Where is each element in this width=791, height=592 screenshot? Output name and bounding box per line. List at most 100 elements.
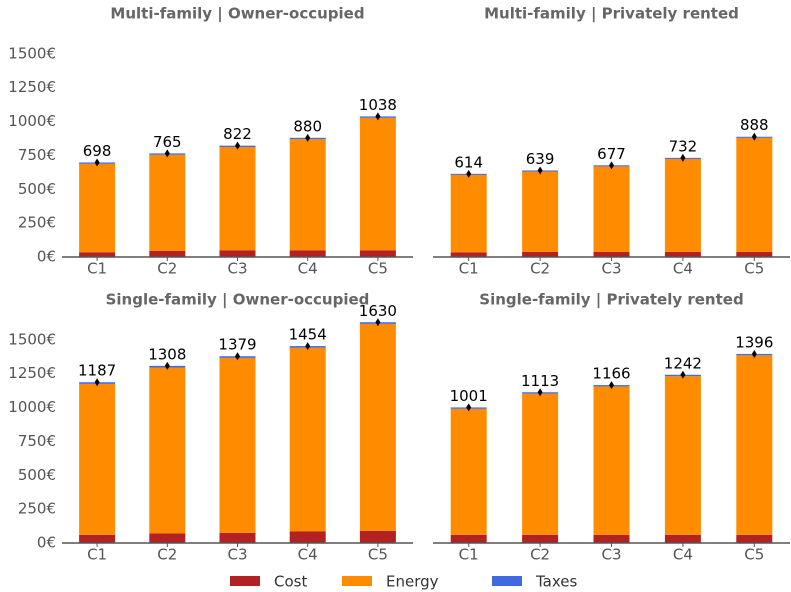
bar-segment	[289, 250, 326, 257]
total-label: 1242	[664, 354, 702, 372]
x-tick-label: C3	[227, 546, 247, 564]
total-marker	[466, 403, 472, 412]
x-tick-label: C3	[227, 260, 247, 278]
x-tick-label: C1	[459, 260, 479, 278]
bar-segment	[593, 166, 630, 252]
chart-title: Single-family | Privately rented	[479, 291, 743, 310]
total-label: 1113	[521, 372, 559, 390]
bar-segment	[522, 393, 559, 535]
x-tick-label: C5	[368, 546, 388, 564]
total-marker	[609, 381, 614, 390]
bar-segment	[664, 158, 701, 252]
bar-segment	[593, 251, 630, 257]
total-marker	[537, 388, 543, 397]
bar-segment	[219, 147, 256, 251]
bar-segment	[736, 137, 773, 252]
bar-segment	[359, 530, 396, 543]
bar-segment	[664, 251, 701, 257]
total-label: 888	[740, 116, 769, 134]
y-tick-label: 0€	[37, 534, 56, 552]
bar-segment	[289, 347, 326, 532]
total-label: 880	[293, 117, 322, 135]
x-tick-label: C4	[673, 546, 693, 564]
bar-segment	[79, 163, 116, 253]
total-label: 639	[526, 150, 555, 168]
y-tick-label: 250€	[18, 500, 56, 518]
bar-segment	[79, 534, 116, 543]
total-marker	[235, 352, 240, 361]
x-tick-label: C4	[673, 260, 693, 278]
total-marker	[751, 132, 757, 141]
bar-segment	[450, 534, 487, 543]
x-tick-label: C2	[157, 546, 177, 564]
bar-segment	[664, 534, 701, 543]
bar-segment	[149, 250, 186, 257]
bar-segment	[219, 532, 256, 543]
y-tick-label: 250€	[18, 214, 56, 232]
total-marker	[164, 149, 170, 158]
total-marker	[164, 361, 170, 370]
x-tick-label: C2	[530, 546, 550, 564]
total-marker	[94, 158, 100, 167]
y-tick-label: 1000€	[8, 398, 56, 416]
total-marker	[375, 318, 381, 327]
bar-segment	[736, 534, 773, 543]
y-tick-label: 1500€	[8, 330, 56, 348]
total-label: 698	[83, 142, 112, 160]
total-label: 1379	[218, 336, 256, 354]
total-marker	[375, 112, 381, 121]
total-label: 614	[454, 153, 483, 171]
bar-segment	[149, 367, 186, 534]
x-tick-label: C1	[87, 260, 107, 278]
total-marker	[680, 370, 686, 379]
total-marker	[305, 133, 311, 142]
bar-segment	[736, 355, 773, 535]
bar-segment	[79, 383, 116, 535]
total-label: 765	[153, 133, 182, 151]
y-tick-label: 1000€	[8, 112, 56, 130]
bar-segment	[522, 534, 559, 543]
bar-segment	[736, 251, 773, 257]
x-tick-label: C4	[298, 260, 318, 278]
x-tick-label: C1	[87, 546, 107, 564]
total-label: 1187	[78, 362, 116, 380]
total-label: 822	[223, 125, 252, 143]
bar-segment	[450, 174, 487, 253]
bar-segment	[664, 376, 701, 535]
bar-segment	[522, 251, 559, 257]
total-label: 1001	[450, 387, 488, 405]
y-tick-label: 750€	[18, 432, 56, 450]
bar-segment	[450, 252, 487, 257]
legend-label: Cost	[274, 573, 307, 591]
x-tick-label: C5	[744, 260, 764, 278]
bar-segment	[149, 154, 186, 251]
total-marker	[94, 378, 100, 387]
x-tick-label: C1	[459, 546, 479, 564]
x-tick-label: C5	[744, 546, 764, 564]
legend-label: Energy	[386, 573, 439, 591]
bar-segment	[219, 357, 256, 533]
x-tick-label: C2	[157, 260, 177, 278]
total-label: 677	[597, 145, 626, 163]
y-tick-label: 1500€	[8, 44, 56, 62]
bar-segment	[289, 139, 326, 251]
y-tick-label: 1250€	[8, 364, 56, 382]
x-tick-label: C3	[601, 260, 621, 278]
bar-segment	[149, 533, 186, 543]
total-label: 1454	[289, 326, 327, 344]
bar-segment	[219, 250, 256, 257]
bar-segment	[593, 386, 630, 535]
total-marker	[537, 166, 543, 175]
bar-segment	[289, 531, 326, 543]
total-label: 1166	[592, 365, 630, 383]
legend-swatch	[492, 576, 522, 586]
legend-swatch	[342, 576, 372, 586]
total-marker	[680, 153, 686, 162]
chart-title: Single-family | Owner-occupied	[106, 291, 370, 310]
bar-segment	[359, 323, 396, 531]
chart-title: Multi-family | Privately rented	[484, 5, 739, 24]
y-tick-label: 1250€	[8, 78, 56, 96]
bar-segment	[522, 171, 559, 252]
y-tick-label: 500€	[18, 466, 56, 484]
